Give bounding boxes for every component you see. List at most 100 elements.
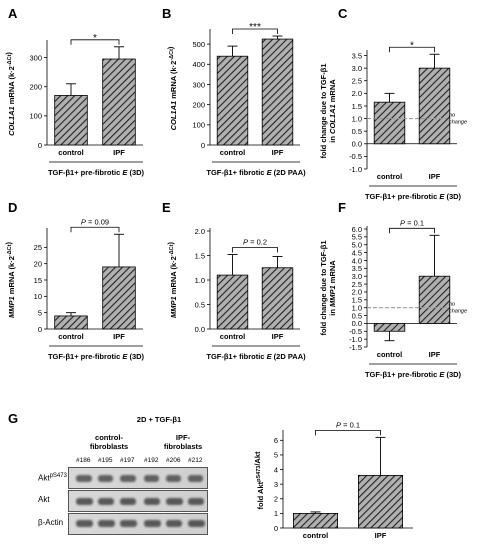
x-axis-label: TGF-β1+ pre-fibrotic E (3D) [48, 352, 145, 361]
y-tick-label: -0.5 [349, 152, 362, 161]
y-tick-label: 5 [274, 451, 278, 460]
blot-row-akt-p-text: Akt [38, 473, 50, 483]
x-category-label: IPF [375, 531, 387, 540]
y-label-part: fold Akt [256, 481, 265, 509]
blot-row-label-actin: β-Actin [38, 518, 64, 527]
x-axis-label: TGF-β1+ pre-fibrotic E (3D) [365, 192, 462, 201]
bar-control [54, 95, 88, 146]
blot-band [166, 498, 183, 505]
y-label-part: COL1A1 [169, 101, 178, 131]
x-label-part: (3D) [444, 192, 461, 201]
blot-band [144, 498, 160, 505]
y-tick-label: 0.0 [195, 325, 205, 334]
y-tick-label: -1.5 [349, 343, 362, 352]
significance-label: * [410, 40, 414, 51]
y-label-part: in [328, 134, 337, 143]
y-label-part: COL1A1 [7, 106, 16, 136]
y-label-part: in [328, 307, 337, 316]
significance-label: P = 0.1 [336, 420, 360, 429]
y-label-part: ) [4, 52, 13, 55]
reference-label-1: no [449, 302, 455, 308]
y-tick-label: 0 [38, 141, 42, 150]
blot-band [188, 520, 205, 527]
blot-row-label-akt-p: AktpS473 [38, 473, 67, 483]
y-tick-label: 0 [274, 524, 278, 533]
y-tick-label: 3.5 [352, 51, 362, 60]
x-axis-label: TGF-β1+ fibrotic E (2D PAA) [206, 352, 306, 361]
y-tick-label: 2.5 [352, 77, 362, 86]
y-tick-label: 2.5 [352, 280, 362, 289]
bar-ipf [418, 275, 451, 324]
y-axis-label: COL1A1 mRNA (k·2-ΔCt) [4, 52, 16, 136]
x-label-part: E [267, 168, 273, 177]
y-tick-label: 15 [34, 276, 42, 285]
bar-ipf [102, 58, 136, 146]
x-category-label: control [303, 531, 328, 540]
p-value: = 0.1 [341, 420, 360, 429]
x-label-part: TGF-β1+ pre-fibrotic [48, 352, 122, 361]
y-axis-label: fold AktpS473/Akt [253, 451, 265, 510]
y-tick-label: 2 [274, 495, 278, 504]
y-tick-label: 3.0 [352, 64, 362, 73]
lane-label-1: #195 [98, 457, 113, 464]
x-label-part: (2D PAA) [272, 168, 307, 177]
blot-band [120, 498, 136, 505]
panel-letter-d: D [8, 200, 17, 215]
western-blot: 2D + TGF-β1 control- fibroblasts IPF- fi… [68, 415, 220, 541]
blot-band [188, 475, 203, 482]
y-tick-label: 4 [274, 465, 278, 474]
y-label-part: MMP1 [7, 296, 16, 318]
x-axis-label: TGF-β1+ pre-fibrotic E (3D) [365, 370, 462, 379]
y-tick-label: 0 [201, 141, 205, 150]
y-tick-label: -0.5 [349, 327, 362, 336]
y-tick-label: 5.0 [352, 241, 362, 250]
y-tick-label: 6 [274, 436, 278, 445]
blot-band [76, 520, 93, 527]
y-label-part: -ΔCt [7, 244, 13, 256]
y-axis-label-2: in COL1A1 mRNA [328, 79, 337, 143]
y-tick-label: 100 [29, 112, 42, 121]
bar-control [216, 274, 249, 330]
bar-ipf [102, 266, 136, 330]
y-tick-label: 5 [38, 308, 42, 317]
blot-band [166, 475, 181, 482]
x-category-label: IPF [113, 332, 125, 341]
lane-label-4: #206 [166, 457, 181, 464]
blot-strip-akt [68, 490, 208, 512]
y-tick-label: 200 [29, 83, 42, 92]
bar-ipf [261, 38, 294, 146]
x-label-part: TGF-β1+ pre-fibrotic [48, 168, 122, 177]
significance-label: P = 0.2 [243, 238, 267, 247]
y-label-part: MMP1 [169, 296, 178, 318]
lane-label-5: #212 [188, 457, 203, 464]
y-tick-label: 4.5 [352, 248, 362, 257]
bar-control [373, 322, 406, 332]
x-label-part: E [439, 370, 445, 379]
y-tick-label: 200 [192, 100, 205, 109]
significance-bracket [70, 226, 120, 233]
y-tick-label: 1.0 [352, 114, 362, 123]
p-value: = 0.1 [405, 218, 424, 227]
p-value: = 0.09 [86, 217, 109, 226]
x-category-label: IPF [429, 350, 441, 359]
y-tick-label: 3 [274, 480, 278, 489]
y-tick-label: -1.0 [349, 165, 362, 174]
y-label-part: COL1A1 [328, 104, 337, 134]
bar-control [292, 512, 338, 529]
y-tick-label: 500 [192, 40, 205, 49]
y-tick-label: 0.5 [352, 311, 362, 320]
y-tick-label: 3.0 [352, 272, 362, 281]
bar-ipf [418, 67, 451, 145]
y-label-part: -ΔCt [169, 49, 175, 61]
y-axis-label: fold change due to TGF-β1 [319, 64, 328, 159]
y-axis-label: MMP1 mRNA (k·2-ΔCt) [166, 242, 178, 318]
blot-band [98, 475, 113, 482]
y-axis-label: MMP1 mRNA (k·2-ΔCt) [4, 242, 16, 318]
blot-band [120, 520, 137, 527]
p-italic: P [81, 217, 86, 226]
significance-label: *** [249, 22, 261, 33]
x-category-label: control [58, 332, 83, 341]
y-tick-label: 25 [34, 243, 42, 252]
y-tick-label: 300 [192, 80, 205, 89]
